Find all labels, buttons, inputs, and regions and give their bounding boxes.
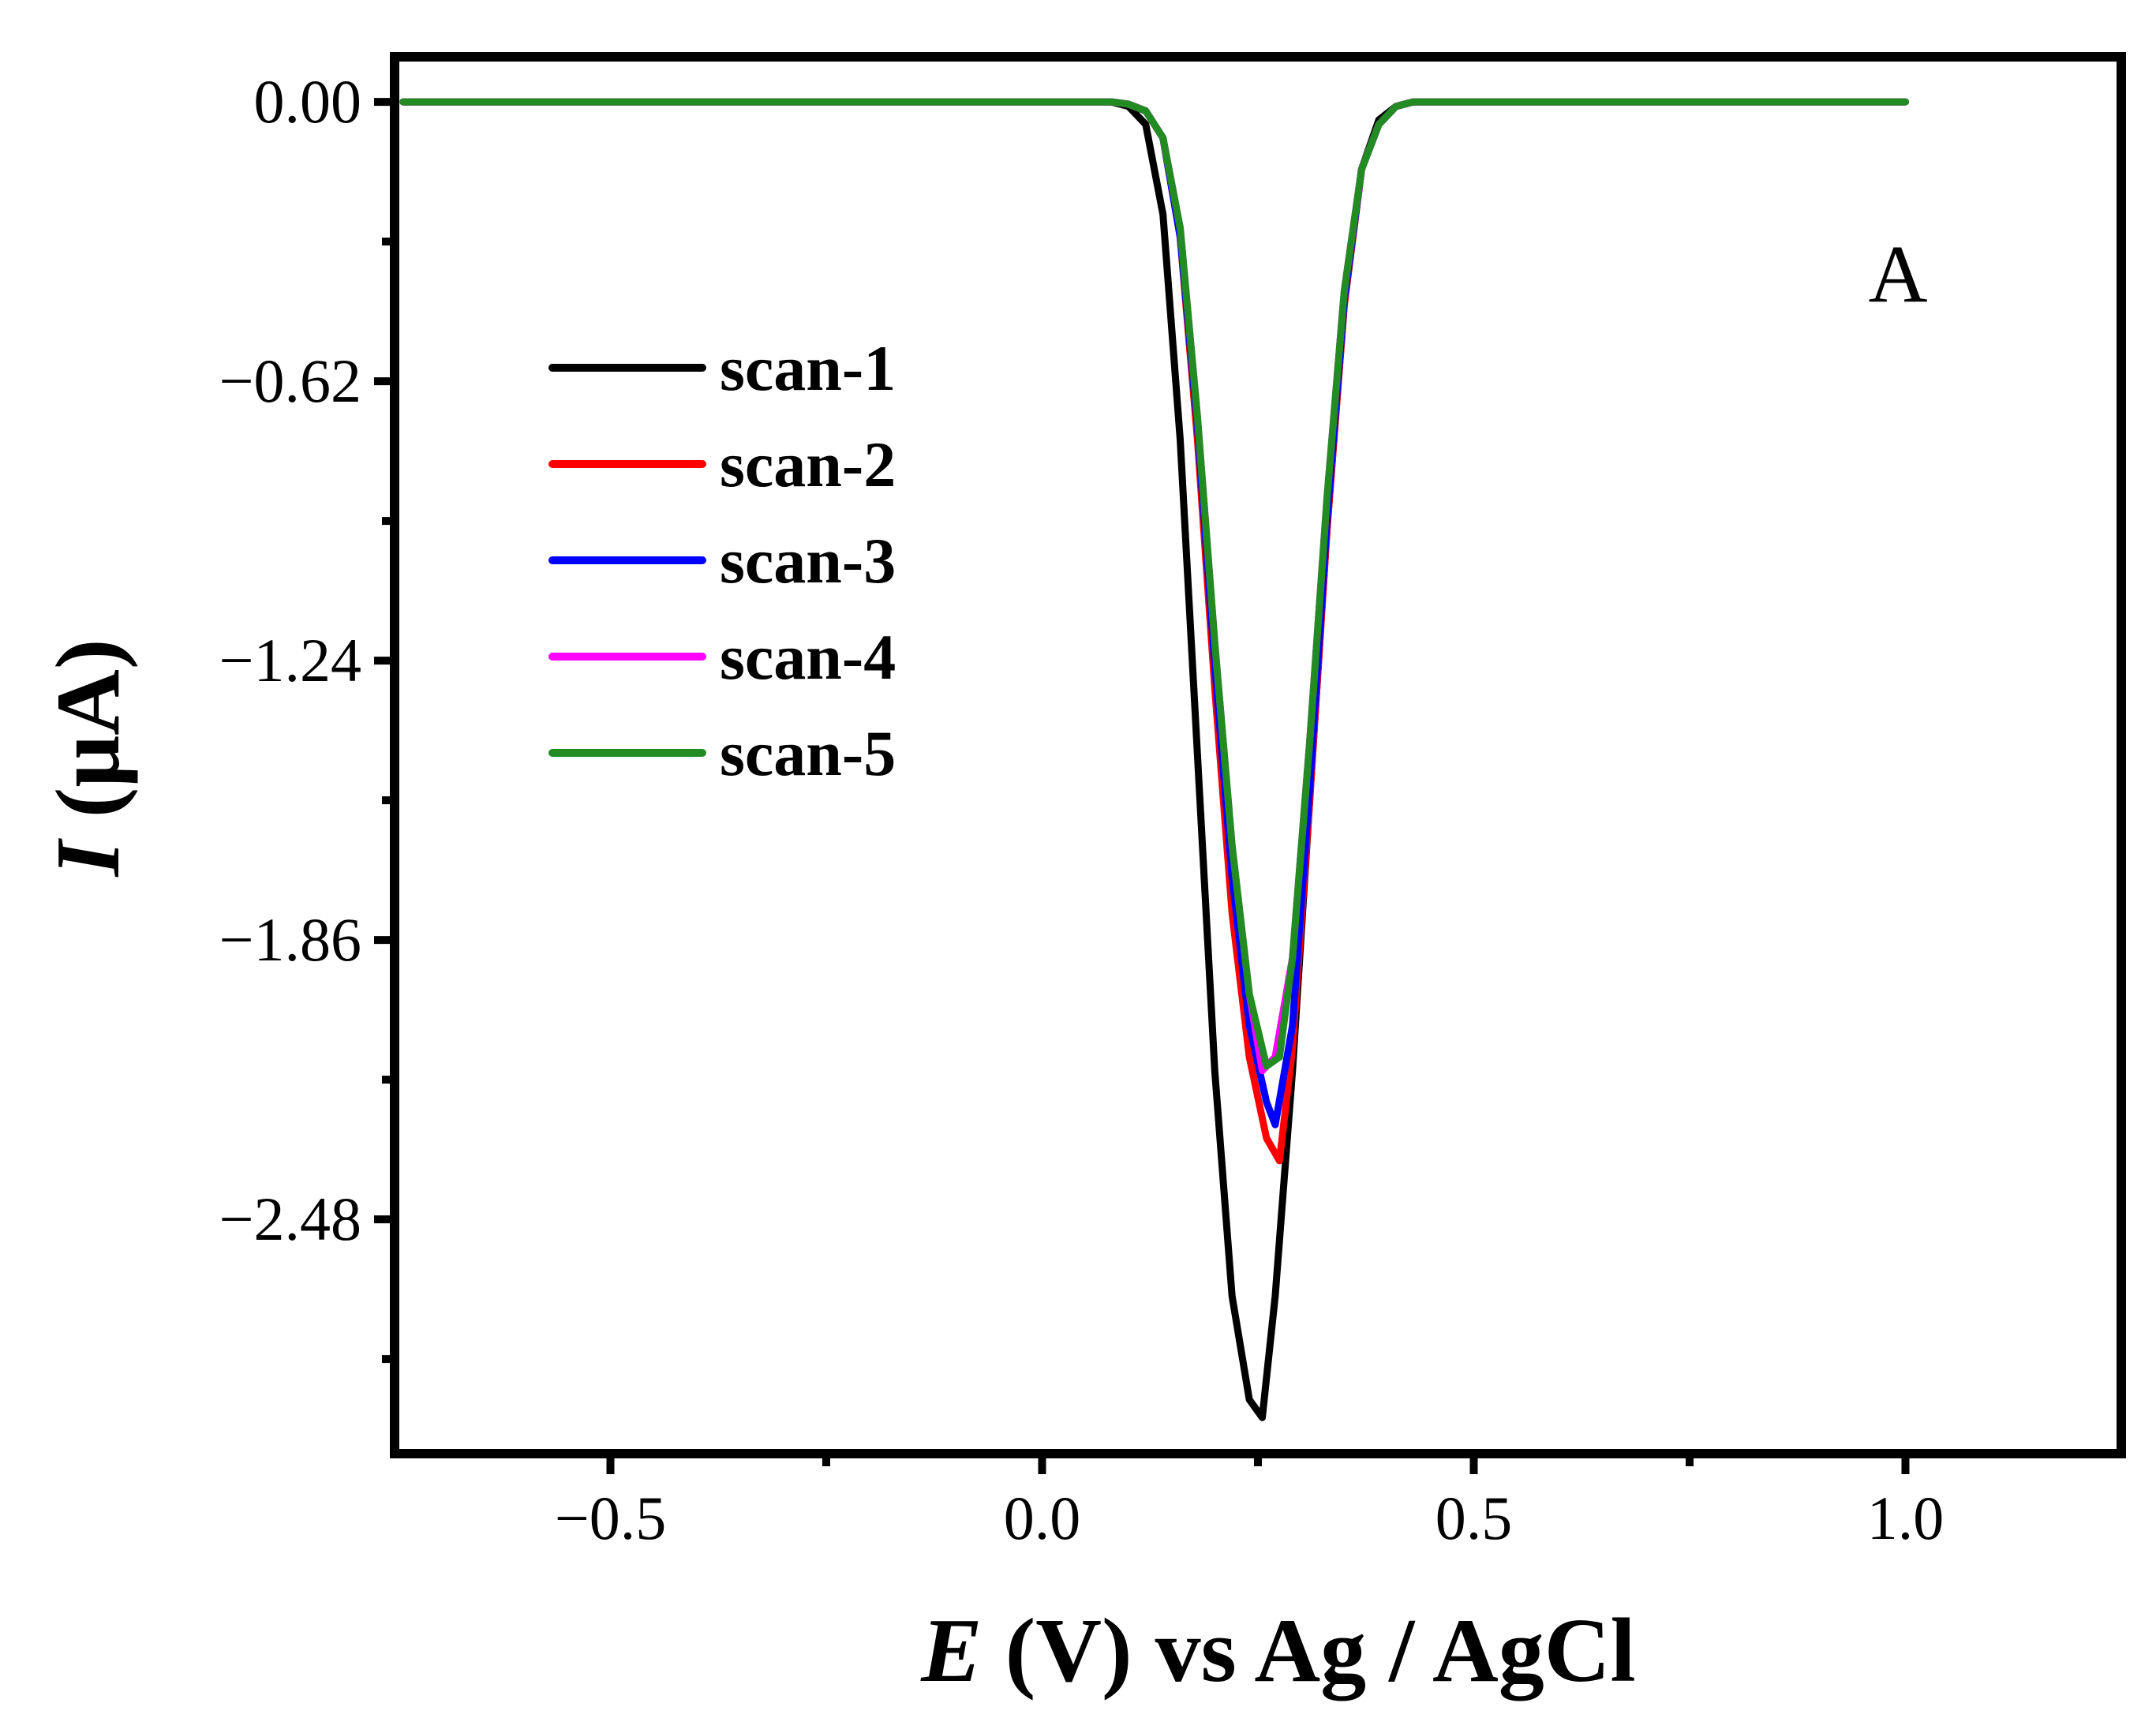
x-tick-label: 0.5 <box>1435 1484 1513 1552</box>
x-tick-label: 1.0 <box>1867 1484 1945 1552</box>
legend-label-scan-5: scan-5 <box>720 717 896 789</box>
legend: scan-1 scan-2 scan-3 scan-4 scan-5 <box>548 332 896 789</box>
x-axis-title-italic: E <box>920 1600 982 1701</box>
x-axis: −0.5 0.0 0.5 1.0 <box>555 1454 1945 1552</box>
x-tick-label: 0.0 <box>1004 1484 1081 1552</box>
x-axis-title: E (V) vs Ag / AgCl <box>920 1600 1636 1701</box>
y-axis: 0.00 −0.62 −1.24 −1.86 −2.48 <box>219 67 395 1364</box>
y-axis-title: I (μA) <box>38 639 139 878</box>
x-axis-title-rest: (V) vs Ag / AgCl <box>983 1600 1636 1701</box>
y-tick-label: −1.24 <box>219 626 362 694</box>
series-layer <box>399 98 1909 1421</box>
y-tick-label: 0.00 <box>254 67 362 136</box>
y-axis-title-rest: (μA) <box>38 639 139 841</box>
y-axis-title-italic: I <box>38 837 139 878</box>
legend-label-scan-3: scan-3 <box>720 525 896 597</box>
y-tick-label: −0.62 <box>219 346 362 415</box>
legend-label-scan-1: scan-1 <box>720 332 896 404</box>
y-tick-label: −2.48 <box>219 1185 362 1253</box>
legend-label-scan-2: scan-2 <box>720 429 896 500</box>
x-tick-label: −0.5 <box>555 1484 667 1552</box>
legend-label-scan-4: scan-4 <box>720 621 896 693</box>
panel-label: A <box>1868 229 1927 320</box>
series-line-scan-5 <box>399 98 1909 1070</box>
y-tick-label: −1.86 <box>219 905 362 974</box>
